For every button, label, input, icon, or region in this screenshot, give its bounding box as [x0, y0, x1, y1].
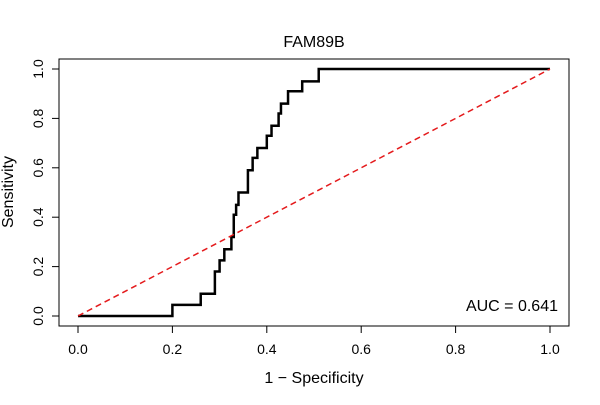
y-tick-label: 0.2: [30, 257, 46, 277]
y-axis: 0.0 0.2 0.4 0.6 0.8 1.0: [30, 59, 60, 326]
x-axis-label: 1 − Specificity: [264, 370, 363, 387]
x-tick-label: 0.8: [446, 341, 466, 357]
y-tick-label: 1.0: [30, 59, 46, 79]
x-tick-label: 0.4: [257, 341, 277, 357]
y-tick-label: 0.6: [30, 158, 46, 178]
y-axis-label: Sensitivity: [0, 156, 17, 228]
x-tick-label: 0.0: [68, 341, 88, 357]
series-layer: [77, 67, 551, 318]
chart-title: FAM89B: [283, 34, 344, 51]
auc-annotation: AUC = 0.641: [466, 298, 558, 315]
x-axis: 0.0 0.2 0.4 0.6 0.8 1.0: [68, 325, 560, 357]
x-tick-label: 1.0: [540, 341, 560, 357]
y-tick-label: 0.4: [30, 207, 46, 227]
roc-curve-line: [78, 67, 550, 318]
x-tick-label: 0.2: [163, 341, 183, 357]
y-tick-label: 0.0: [30, 306, 46, 326]
x-tick-label: 0.6: [351, 341, 371, 357]
y-tick-label: 0.8: [30, 108, 46, 128]
reference-diagonal-line: [77, 68, 551, 317]
